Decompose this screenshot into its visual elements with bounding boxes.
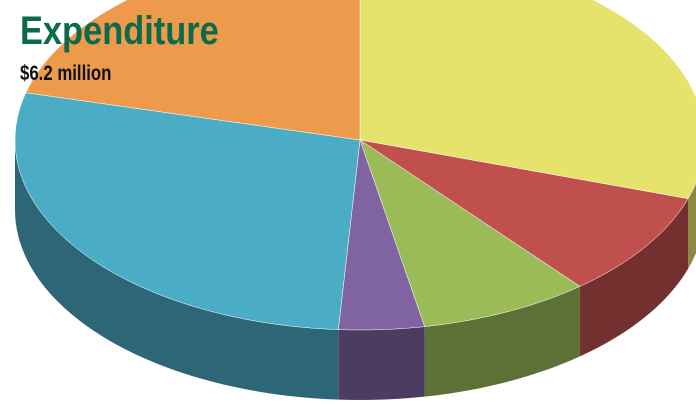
slice — [359, 139, 581, 327]
slice — [14, 92, 361, 330]
slice-side — [15, 140, 339, 400]
chart-title: Expenditure — [20, 8, 219, 53]
slice-side — [688, 182, 696, 269]
slice-side — [579, 198, 689, 357]
pie — [14, 0, 696, 400]
slice-side — [424, 286, 580, 397]
slice — [338, 139, 425, 331]
chart-subtitle: $6.2 million — [20, 62, 111, 85]
slice — [25, 0, 361, 141]
slice — [359, 139, 689, 287]
slice — [359, 0, 696, 199]
slice-side — [338, 326, 425, 400]
